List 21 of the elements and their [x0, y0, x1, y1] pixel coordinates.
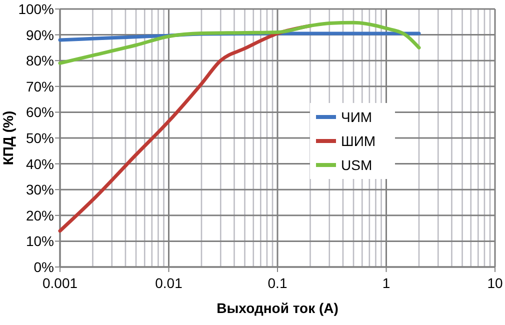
- y-tick-label: 60%: [26, 104, 54, 120]
- y-tick-label: 0%: [34, 259, 54, 275]
- y-tick-label: 20%: [26, 207, 54, 224]
- legend-label: ШИМ: [341, 133, 376, 149]
- x-axis-title: Выходной ток (А): [216, 300, 338, 316]
- x-tick-label: 0.1: [268, 275, 288, 291]
- y-tick-label: 90%: [26, 26, 54, 43]
- y-tick-label: 100%: [18, 1, 54, 17]
- x-tick-label: 0.01: [155, 275, 183, 291]
- y-tick-label: 50%: [26, 130, 54, 146]
- y-tick-label: 30%: [26, 182, 54, 198]
- legend-label: USM: [341, 157, 372, 173]
- y-tick-label: 70%: [26, 78, 54, 94]
- x-tick-label: 0.001: [42, 275, 78, 291]
- legend-label: ЧИМ: [341, 109, 372, 125]
- y-axis-title: КПД (%): [0, 110, 16, 166]
- y-tick-label: 10%: [26, 233, 54, 250]
- x-tick-label: 10: [487, 275, 503, 291]
- y-tick-label: 80%: [26, 52, 54, 69]
- x-tick-label: 1: [382, 275, 390, 291]
- y-tick-label: 40%: [26, 156, 54, 172]
